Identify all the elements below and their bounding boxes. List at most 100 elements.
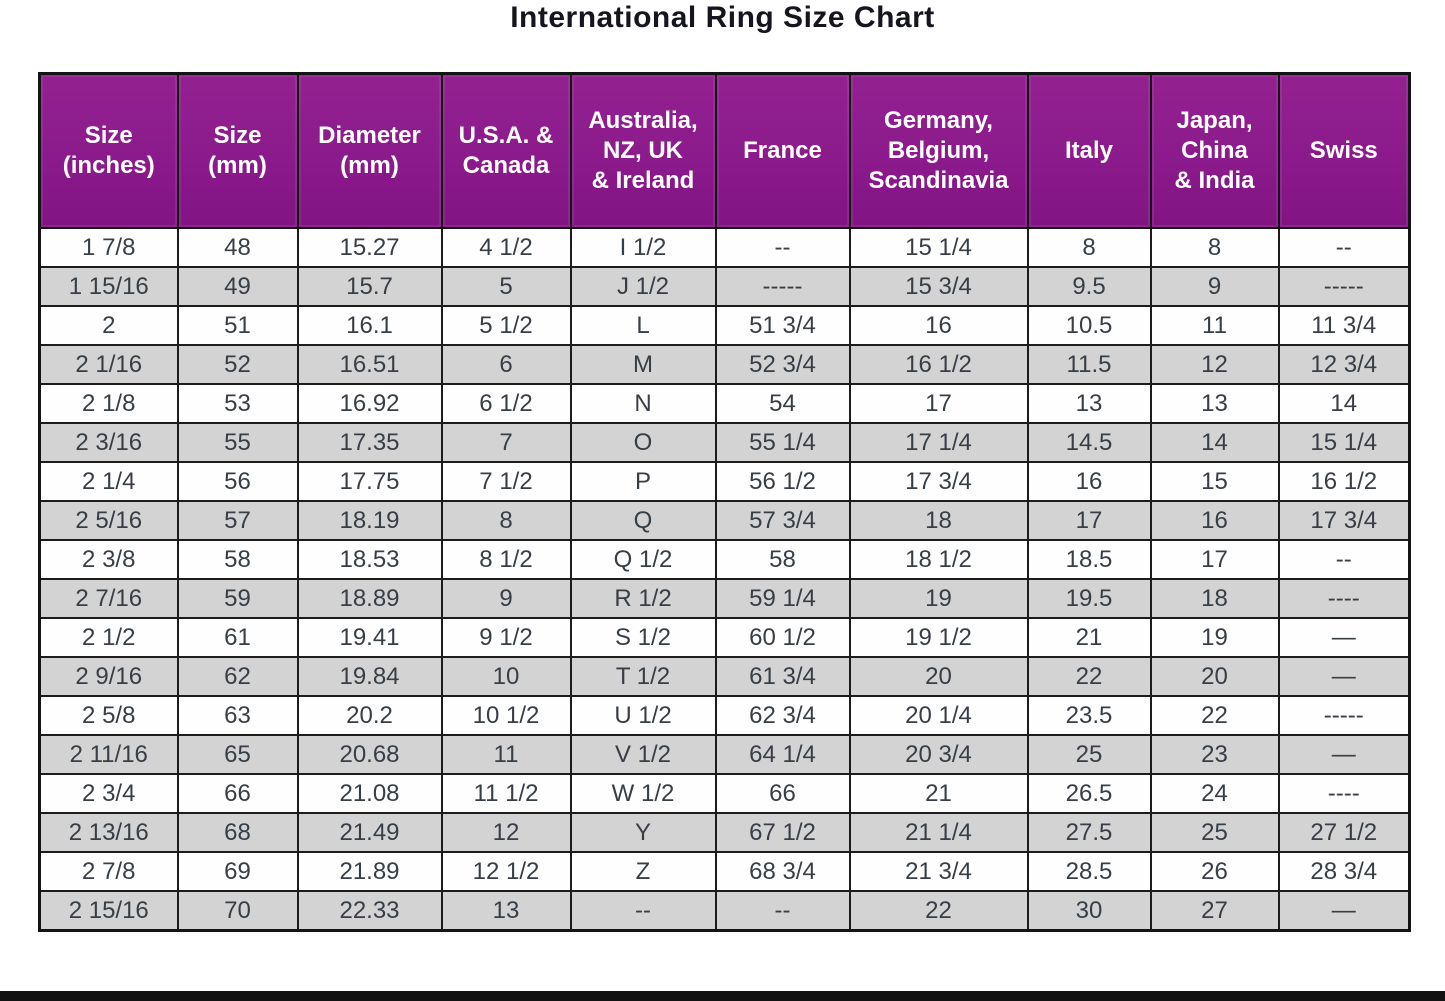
column-header: Diameter (mm) — [296, 72, 443, 229]
table-cell: — — [1277, 734, 1411, 775]
table-cell: -- — [1277, 227, 1411, 268]
table-cell: 53 — [176, 383, 299, 424]
table-cell: 58 — [714, 539, 851, 580]
table-cell: 18 — [848, 500, 1029, 541]
table-cell: 2 1/16 — [38, 344, 179, 385]
table-cell: 65 — [176, 734, 299, 775]
table-cell: 16 — [848, 305, 1029, 346]
table-cell: L — [569, 305, 717, 346]
table-cell: 15.7 — [296, 266, 443, 307]
table-cell: 25 — [1149, 812, 1280, 853]
table-row: 2 1/8 53 16.92 6 1/2 N 54 17 13 13 14 — [38, 383, 1411, 424]
column-header: Italy — [1026, 72, 1152, 229]
table-cell: 30 — [1026, 890, 1152, 932]
table-cell: 2 3/16 — [38, 422, 179, 463]
table-cell: 21.89 — [296, 851, 443, 892]
table-cell: 61 3/4 — [714, 656, 851, 697]
column-header: Swiss — [1277, 72, 1411, 229]
table-cell: W 1/2 — [569, 773, 717, 814]
table-cell: 10 1/2 — [440, 695, 572, 736]
table-cell: — — [1277, 617, 1411, 658]
table-cell: R 1/2 — [569, 578, 717, 619]
table-header: Size (inches) Size (mm) Diameter (mm) U.S.A… — [38, 72, 1411, 229]
table-cell: 5 — [440, 266, 572, 307]
table-row: 2 9/16 62 19.84 10 T 1/2 61 3/4 20 22 20— — [38, 656, 1411, 697]
table-cell: 12 — [440, 812, 572, 853]
column-header: Size (mm) — [176, 72, 299, 229]
table-row: 2 3/16 55 17.35 7 O 55 1/4 17 1/4 14.5 14 15 1/4 — [38, 422, 1411, 463]
table-cell: 55 1/4 — [714, 422, 851, 463]
table-cell: 2 1/4 — [38, 461, 179, 502]
table-cell: T 1/2 — [569, 656, 717, 697]
table-cell: 19 — [848, 578, 1029, 619]
table-cell: 20.68 — [296, 734, 443, 775]
table-cell: 18.19 — [296, 500, 443, 541]
table-cell: 2 11/16 — [38, 734, 179, 775]
table-cell: 17 — [1026, 500, 1152, 541]
table-cell: 13 — [1149, 383, 1280, 424]
table-cell: 5 1/2 — [440, 305, 572, 346]
table-cell: S 1/2 — [569, 617, 717, 658]
table-cell: 21 3/4 — [848, 851, 1029, 892]
table-row: 2 7/16 59 18.89 9 R 1/2 59 1/4 19 19.5 18 ---- — [38, 578, 1411, 619]
table-cell: 27.5 — [1026, 812, 1152, 853]
table-cell: Q — [569, 500, 717, 541]
table-cell: 8 — [1149, 227, 1280, 268]
table-cell: 2 5/8 — [38, 695, 179, 736]
table-cell: J 1/2 — [569, 266, 717, 307]
table-cell: 21 1/4 — [848, 812, 1029, 853]
table-cell: 27 — [1149, 890, 1280, 932]
table-cell: 1 7/8 — [38, 227, 179, 268]
table-cell: 66 — [176, 773, 299, 814]
table-cell: 17 — [848, 383, 1029, 424]
table-cell: 14 — [1149, 422, 1280, 463]
table-cell: 20 — [848, 656, 1029, 697]
table-cell: 51 3/4 — [714, 305, 851, 346]
table-cell: 17.75 — [296, 461, 443, 502]
table-cell: 18.5 — [1026, 539, 1152, 580]
table-cell: 6 1/2 — [440, 383, 572, 424]
table-cell: 1 15/16 — [38, 266, 179, 307]
table-cell: 62 3/4 — [714, 695, 851, 736]
table-row: 2 5/8 63 20.2 10 1/2 U 1/2 62 3/4 20 1/4 23.5 22… — [38, 695, 1411, 736]
column-header: Size (inches) — [38, 72, 179, 229]
column-header: Germany, Belgium, Scandinavia — [848, 72, 1029, 229]
table-cell: 12 — [1149, 344, 1280, 385]
table-cell: 18 — [1149, 578, 1280, 619]
table-cell: 8 — [440, 500, 572, 541]
column-header: France — [714, 72, 851, 229]
table-cell: Y — [569, 812, 717, 853]
table-row: 2 1/4 56 17.75 7 1/2 P 56 1/2 17 3/4 16 15 16 1/2 — [38, 461, 1411, 502]
table-cell: 2 7/8 — [38, 851, 179, 892]
table-cell: — — [1277, 656, 1411, 697]
table-cell: ----- — [1277, 266, 1411, 307]
table-cell: 20 1/4 — [848, 695, 1029, 736]
table-cell: 2 3/4 — [38, 773, 179, 814]
table-cell: 60 1/2 — [714, 617, 851, 658]
table-cell: 68 3/4 — [714, 851, 851, 892]
table-cell: U 1/2 — [569, 695, 717, 736]
table-cell: 10.5 — [1026, 305, 1152, 346]
table-cell: V 1/2 — [569, 734, 717, 775]
table-cell: 25 — [1026, 734, 1152, 775]
table-cell: 28 3/4 — [1277, 851, 1411, 892]
table-cell: 8 — [1026, 227, 1152, 268]
column-header: Australia, NZ, UK & Ireland — [569, 72, 717, 229]
table-cell: 16 — [1026, 461, 1152, 502]
table-cell: 19.41 — [296, 617, 443, 658]
table-cell: 6 — [440, 344, 572, 385]
table-cell: 11 1/2 — [440, 773, 572, 814]
table-cell: 15 3/4 — [848, 266, 1029, 307]
table-cell: 22.33 — [296, 890, 443, 932]
table-cell: 56 1/2 — [714, 461, 851, 502]
table-cell: 16.1 — [296, 305, 443, 346]
table-cell: N — [569, 383, 717, 424]
table-cell: 12 1/2 — [440, 851, 572, 892]
table-cell: 2 7/16 — [38, 578, 179, 619]
table-cell: 61 — [176, 617, 299, 658]
table-cell: -- — [714, 227, 851, 268]
table-row: 2 7/8 69 21.89 12 1/2 Z 68 3/4 21 3/4 28.5 26 28 … — [38, 851, 1411, 892]
table-cell: 15 1/4 — [848, 227, 1029, 268]
table-cell: 21 — [848, 773, 1029, 814]
table-cell: 23 — [1149, 734, 1280, 775]
